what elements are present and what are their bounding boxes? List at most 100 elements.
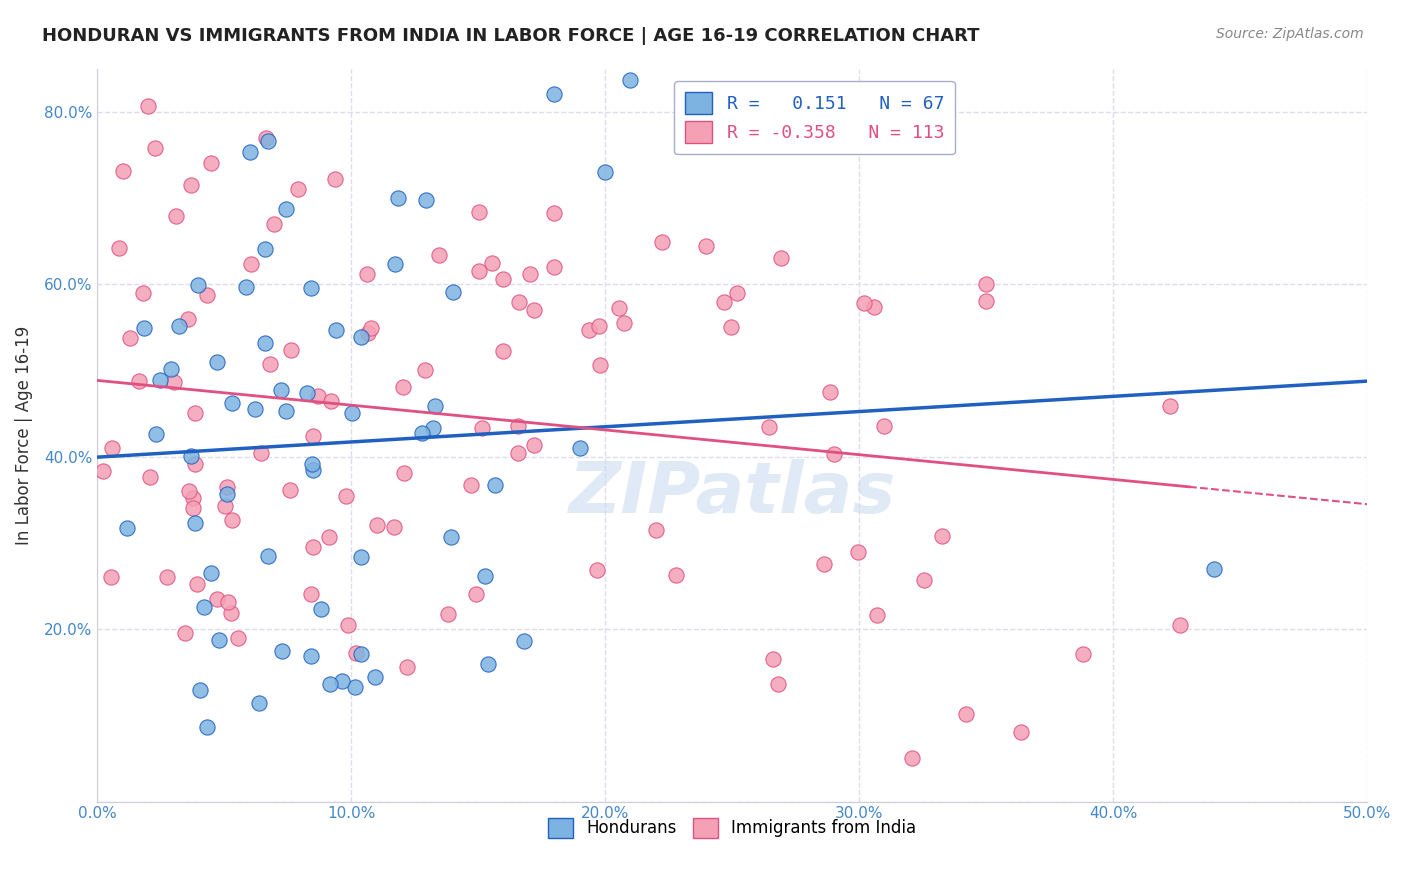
Immigrants from India — [506, 418, 529, 433]
Immigrants from India — [721, 104, 744, 119]
Text: Source: ZipAtlas.com: Source: ZipAtlas.com — [1216, 27, 1364, 41]
Text: HONDURAN VS IMMIGRANTS FROM INDIA IN LABOR FORCE | AGE 16-19 CORRELATION CHART: HONDURAN VS IMMIGRANTS FROM INDIA IN LAB… — [42, 27, 980, 45]
Hondurans — [254, 242, 277, 256]
Hondurans — [1204, 562, 1226, 576]
Immigrants from India — [299, 586, 322, 600]
Immigrants from India — [112, 163, 135, 178]
Immigrants from India — [217, 595, 239, 609]
Hondurans — [257, 134, 280, 148]
Immigrants from India — [900, 751, 922, 765]
Immigrants from India — [214, 500, 236, 514]
Immigrants from India — [492, 272, 515, 286]
Immigrants from India — [366, 518, 388, 533]
Immigrants from India — [177, 483, 200, 498]
Immigrants from India — [280, 343, 302, 357]
Immigrants from India — [508, 295, 530, 310]
Immigrants from India — [382, 520, 405, 534]
Hondurans — [342, 406, 364, 420]
Hondurans — [299, 281, 322, 295]
Immigrants from India — [695, 239, 717, 253]
Hondurans — [295, 385, 318, 400]
Hondurans — [543, 87, 565, 102]
Immigrants from India — [174, 626, 197, 640]
Hondurans — [160, 362, 183, 376]
Immigrants from India — [287, 182, 309, 196]
Immigrants from India — [195, 287, 218, 301]
Immigrants from India — [974, 277, 997, 292]
Hondurans — [384, 257, 406, 271]
Immigrants from India — [460, 478, 482, 492]
Hondurans — [387, 191, 409, 205]
Immigrants from India — [184, 457, 207, 471]
Hondurans — [299, 649, 322, 664]
Hondurans — [145, 427, 167, 442]
Hondurans — [217, 486, 239, 500]
Immigrants from India — [823, 447, 845, 461]
Immigrants from India — [180, 178, 202, 192]
Immigrants from India — [758, 420, 780, 434]
Immigrants from India — [335, 489, 357, 503]
Immigrants from India — [471, 421, 494, 435]
Immigrants from India — [177, 312, 200, 326]
Hondurans — [301, 457, 323, 471]
Immigrants from India — [506, 446, 529, 460]
Immigrants from India — [846, 545, 869, 559]
Immigrants from India — [665, 568, 688, 582]
Hondurans — [245, 401, 267, 416]
Immigrants from India — [344, 646, 367, 660]
Immigrants from India — [589, 358, 612, 372]
Immigrants from India — [356, 267, 378, 281]
Legend: Hondurans, Immigrants from India: Hondurans, Immigrants from India — [541, 811, 924, 845]
Immigrants from India — [578, 323, 600, 337]
Immigrants from India — [543, 260, 565, 274]
Immigrants from India — [931, 529, 953, 543]
Hondurans — [364, 670, 387, 684]
Immigrants from India — [165, 209, 187, 223]
Immigrants from India — [607, 301, 630, 316]
Immigrants from India — [100, 569, 122, 583]
Immigrants from India — [492, 343, 515, 358]
Immigrants from India — [912, 573, 935, 587]
Immigrants from India — [163, 376, 186, 390]
Hondurans — [270, 383, 292, 397]
Hondurans — [440, 530, 463, 544]
Immigrants from India — [395, 660, 418, 674]
Text: ZIPatlas: ZIPatlas — [568, 459, 896, 528]
Hondurans — [221, 396, 243, 410]
Immigrants from India — [143, 141, 166, 155]
Immigrants from India — [323, 171, 346, 186]
Hondurans — [200, 566, 222, 580]
Immigrants from India — [725, 285, 748, 300]
Hondurans — [593, 165, 616, 179]
Immigrants from India — [863, 301, 886, 315]
Immigrants from India — [392, 466, 415, 480]
Immigrants from India — [118, 331, 141, 345]
Immigrants from India — [200, 156, 222, 170]
Immigrants from India — [100, 441, 122, 455]
Immigrants from India — [319, 393, 342, 408]
Hondurans — [330, 673, 353, 688]
Hondurans — [239, 145, 262, 160]
Immigrants from India — [769, 251, 792, 265]
Immigrants from India — [156, 569, 179, 583]
Hondurans — [350, 330, 373, 344]
Hondurans — [350, 647, 373, 661]
Hondurans — [301, 463, 323, 477]
Immigrants from India — [768, 677, 790, 691]
Immigrants from India — [183, 501, 205, 516]
Immigrants from India — [301, 540, 323, 554]
Immigrants from India — [215, 480, 238, 494]
Immigrants from India — [301, 429, 323, 443]
Immigrants from India — [651, 235, 673, 249]
Hondurans — [474, 569, 496, 583]
Immigrants from India — [713, 294, 735, 309]
Immigrants from India — [132, 286, 155, 301]
Hondurans — [325, 323, 347, 337]
Immigrants from India — [720, 319, 742, 334]
Immigrants from India — [481, 256, 503, 270]
Immigrants from India — [585, 564, 607, 578]
Immigrants from India — [1159, 399, 1181, 413]
Immigrants from India — [91, 464, 114, 478]
Hondurans — [193, 600, 215, 615]
Immigrants from India — [1168, 618, 1191, 632]
